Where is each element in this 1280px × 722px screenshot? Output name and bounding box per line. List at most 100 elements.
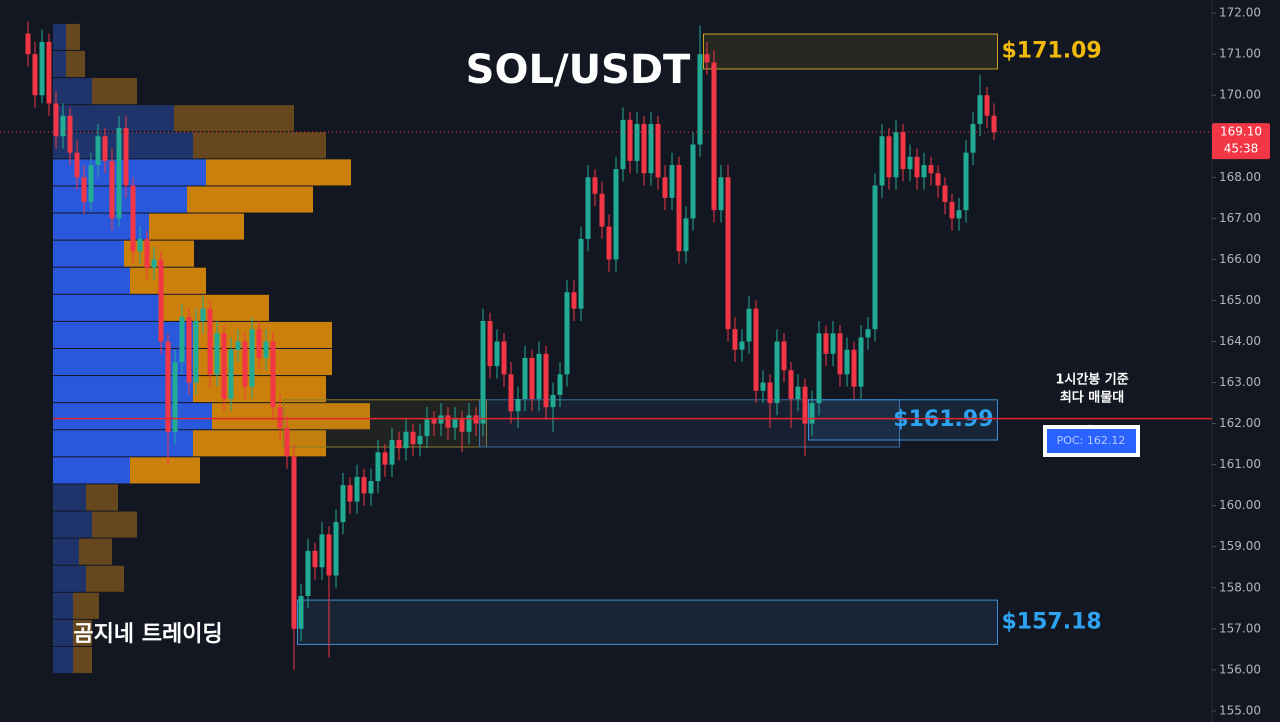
candle-body — [74, 152, 80, 178]
candle-body — [417, 435, 423, 445]
profile-sell — [193, 376, 326, 403]
candle-body — [81, 177, 87, 202]
chart-title: SOL/USDT — [466, 47, 691, 93]
candle-body — [977, 95, 983, 124]
profile-sell — [73, 592, 99, 619]
y-tick-label: 165.00 — [1219, 293, 1261, 307]
candle-body — [564, 292, 570, 375]
candle-body — [522, 357, 528, 399]
candle-body — [312, 550, 318, 568]
profile-buy — [53, 565, 86, 592]
candle-body — [585, 177, 591, 239]
candle-body — [858, 337, 864, 387]
profile-buy — [53, 294, 162, 321]
candle-body — [46, 41, 52, 104]
candle-body — [767, 382, 773, 404]
candle-body — [88, 165, 94, 202]
candle-body — [109, 160, 115, 219]
zone — [703, 33, 998, 70]
profile-buy — [53, 132, 193, 159]
last-price-tag — [1212, 123, 1270, 160]
candle-body — [613, 169, 619, 260]
candle-body — [907, 156, 913, 170]
candle-body — [130, 185, 136, 252]
candle-body — [739, 341, 745, 350]
candle-body — [704, 54, 710, 63]
profile-sell — [79, 538, 112, 565]
candle-body — [683, 218, 689, 252]
candle-body — [830, 333, 836, 354]
profile-sell — [162, 294, 269, 321]
profile-buy — [53, 50, 66, 78]
poc-note: 최다 매물대 — [1060, 390, 1124, 406]
candle-body — [543, 353, 549, 408]
candle-body — [606, 226, 612, 260]
profile-sell — [212, 403, 370, 430]
candle-body — [578, 238, 584, 309]
candle-body — [599, 193, 605, 227]
profile-sell — [73, 619, 92, 646]
candle-body — [802, 386, 808, 424]
candle-body — [991, 115, 997, 133]
candle-body — [137, 238, 143, 252]
profile-buy — [53, 240, 124, 267]
candle-body — [760, 382, 766, 391]
candle-body — [431, 419, 437, 424]
candle-body — [340, 485, 346, 523]
profile-sell — [193, 132, 326, 159]
candle-body — [634, 123, 640, 161]
profile-sell — [130, 457, 200, 484]
candle-body — [963, 152, 969, 211]
candle-body — [25, 33, 31, 55]
candle-body — [774, 341, 780, 404]
profile-buy — [53, 376, 193, 403]
candle-body — [928, 165, 934, 174]
y-tick-label: 158.00 — [1219, 580, 1261, 594]
profile-sell — [193, 348, 332, 376]
candle-body — [711, 62, 717, 211]
last-price-label: 169.10 — [1220, 125, 1262, 139]
candle-body — [487, 320, 493, 367]
y-tick-label: 160.00 — [1219, 498, 1261, 512]
candle-body — [361, 476, 367, 494]
y-tick-label: 167.00 — [1219, 211, 1261, 225]
candle-body — [788, 370, 794, 399]
candle-body — [403, 431, 409, 449]
candle-body — [753, 308, 759, 391]
candle-body — [921, 165, 927, 178]
candle-body — [718, 177, 724, 211]
candle-body — [172, 362, 178, 432]
y-tick-label: 170.00 — [1219, 88, 1261, 102]
candle-body — [851, 349, 857, 387]
profile-sell — [92, 78, 137, 105]
candle-body — [144, 238, 150, 268]
profile-sell — [66, 50, 85, 78]
y-tick-label: 162.00 — [1219, 416, 1261, 430]
y-tick-label: 157.00 — [1219, 621, 1261, 635]
y-tick-label: 155.00 — [1219, 703, 1261, 717]
zone-label: $157.18 — [1002, 609, 1102, 634]
profile-buy — [53, 403, 212, 430]
profile-buy — [53, 105, 174, 132]
candle-body — [459, 419, 465, 432]
candle-body — [354, 476, 360, 502]
candle-body — [515, 398, 521, 412]
candle-body — [984, 95, 990, 116]
candle-body — [571, 292, 577, 309]
candle-body — [648, 123, 654, 174]
profile-buy — [53, 23, 66, 50]
candle-body — [263, 341, 269, 358]
candle-body — [494, 341, 500, 367]
candle-body — [473, 415, 479, 424]
candle-body — [970, 123, 976, 153]
candle-body — [529, 357, 535, 399]
poc-note: 1시간봉 기준 — [1055, 372, 1128, 388]
profile-sell — [66, 23, 80, 50]
candle-body — [865, 329, 871, 338]
candle-body — [942, 185, 948, 202]
candle-body — [284, 427, 290, 457]
candle-body — [242, 341, 248, 387]
candle-body — [662, 177, 668, 198]
candle-body — [207, 308, 213, 375]
